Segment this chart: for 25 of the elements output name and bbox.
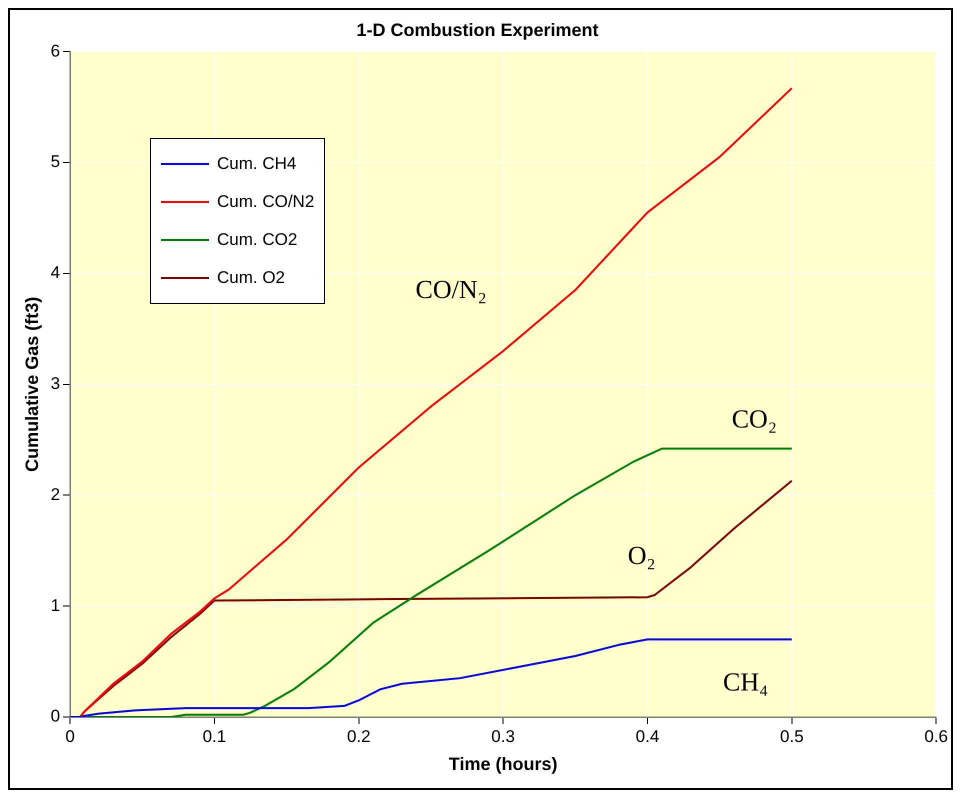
chart-title: 1-D Combustion Experiment xyxy=(356,20,599,40)
y-tick-label: 1 xyxy=(50,596,60,615)
legend-label: Cum. CO2 xyxy=(217,230,298,250)
y-tick-label: 4 xyxy=(50,263,60,282)
x-tick-label: 0.5 xyxy=(780,726,804,746)
y-tick-label: 5 xyxy=(50,152,60,172)
annotation: CO/N₂ xyxy=(416,274,487,304)
y-tick-label: 6 xyxy=(50,41,60,60)
annotation: CH₄ xyxy=(723,668,768,697)
legend-label: Cum. CH4 xyxy=(217,154,296,174)
y-tick-label: 0 xyxy=(50,706,60,726)
x-tick-label: 0.6 xyxy=(924,726,948,746)
x-tick-label: 0.3 xyxy=(491,726,515,746)
x-axis-title: Time (hours) xyxy=(448,754,558,774)
x-tick-label: 0.4 xyxy=(636,726,660,746)
x-tick-label: 0.1 xyxy=(202,726,226,746)
legend-label: Cum. CO/N2 xyxy=(217,192,314,212)
x-tick-label: 0 xyxy=(65,726,75,746)
annotation: O₂ xyxy=(628,541,656,570)
y-tick-label: 3 xyxy=(50,374,60,393)
y-axis-title: Cumulative Gas (ft3) xyxy=(22,296,42,472)
legend-label: Cum. O2 xyxy=(217,268,286,288)
y-tick-label: 2 xyxy=(50,484,60,504)
x-tick-label: 0.2 xyxy=(346,726,371,746)
annotation: CO₂ xyxy=(732,404,777,434)
